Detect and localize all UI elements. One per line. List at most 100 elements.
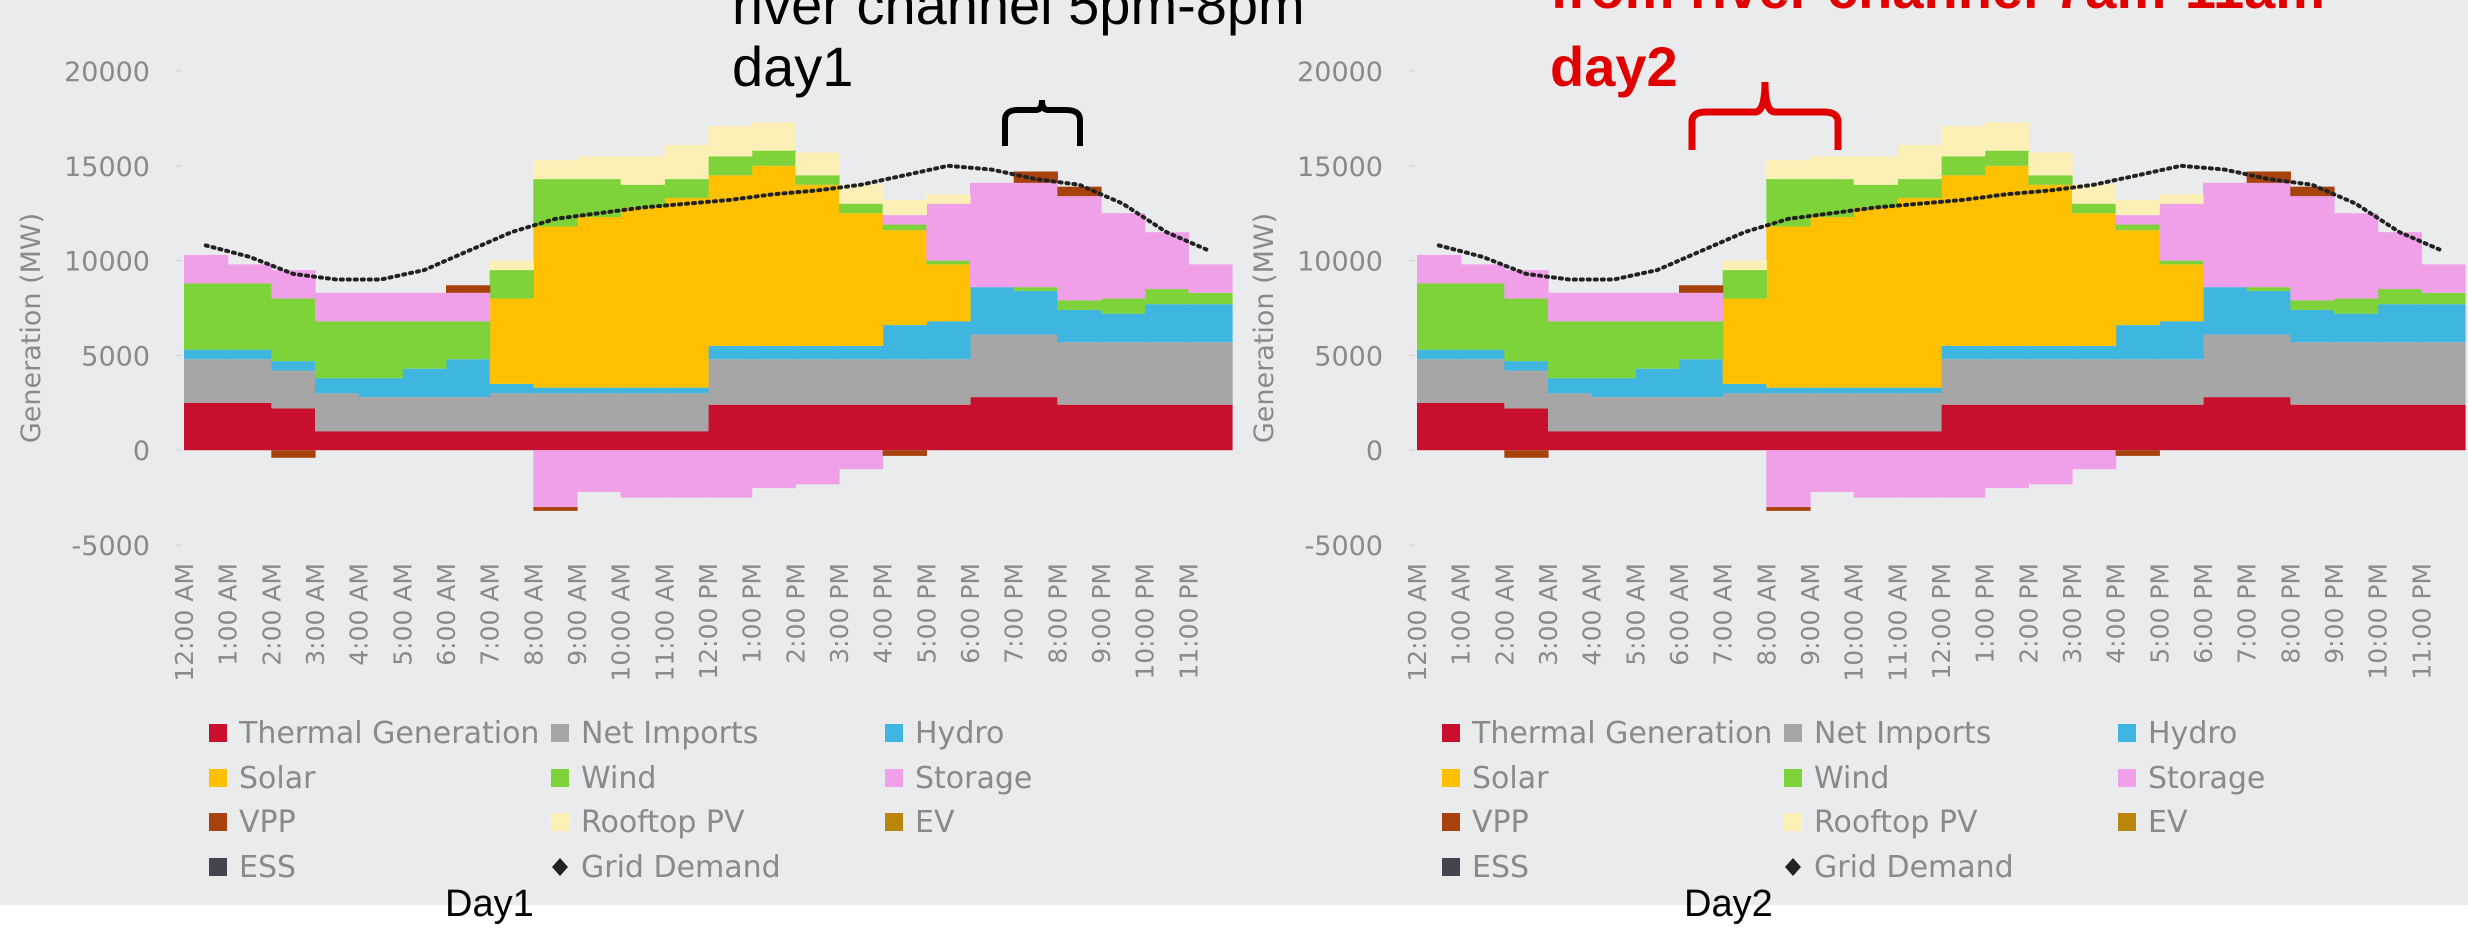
area-step [2203, 287, 2248, 335]
area-step [1013, 397, 1058, 451]
area-step [1984, 122, 2029, 151]
area-step [1941, 345, 1986, 360]
area-step [1722, 393, 1767, 432]
x-tick-label: 10:00 AM [1840, 563, 1869, 682]
area-step [708, 404, 753, 451]
y-tick-label: 20000 [64, 57, 150, 88]
area-step [1679, 292, 1724, 322]
area-step [577, 216, 622, 388]
legend-label: Storage [2148, 761, 2265, 796]
area-step [1853, 387, 1898, 394]
area-step [839, 404, 884, 451]
x-tick-label: 5:00 AM [388, 563, 417, 666]
area-step [882, 224, 927, 231]
x-tick-label: 6:00 PM [2189, 563, 2218, 664]
area-step [577, 179, 622, 217]
x-tick-label: 12:00 AM [170, 563, 199, 682]
area-step [1853, 184, 1898, 208]
area-step [2421, 264, 2466, 293]
area-step [227, 264, 272, 284]
area-step [795, 359, 840, 405]
legend-swatch [1784, 724, 1802, 742]
x-tick-label: 8:00 AM [519, 563, 548, 666]
x-tick-label: 11:00 AM [1883, 563, 1912, 682]
area-step [1722, 431, 1767, 451]
legend-label: Thermal Generation [1471, 716, 1772, 751]
x-tick-label: 12:00 PM [1927, 563, 1956, 680]
area-step [1766, 393, 1811, 432]
area-step [1460, 402, 1505, 451]
legend-swatch [1442, 769, 1460, 787]
area-step [2290, 196, 2335, 301]
x-tick-label: 8:00 PM [2276, 563, 2305, 664]
area-step [1188, 404, 1233, 451]
legend-swatch [552, 858, 568, 876]
area-step [664, 450, 709, 498]
area-step [1810, 431, 1855, 451]
area-step [358, 397, 403, 432]
area-step [1722, 383, 1767, 394]
area-step [1548, 378, 1593, 394]
area-step [795, 404, 840, 451]
area-step [2159, 404, 2204, 451]
area-step [1188, 264, 1233, 293]
legend-label: EV [915, 805, 955, 840]
area-step [708, 359, 753, 405]
area-step [882, 199, 927, 216]
area-step [184, 254, 229, 284]
area-step [358, 378, 403, 398]
x-tick-label: 6:00 AM [432, 563, 461, 666]
area-step [1591, 431, 1636, 451]
x-tick-label: 12:00 PM [694, 563, 723, 680]
area-step [1766, 387, 1811, 394]
area-step [1057, 196, 1102, 301]
area-step [1853, 431, 1898, 451]
area-step [1548, 292, 1593, 322]
area-step [533, 507, 578, 511]
area-step [1504, 408, 1549, 451]
area-step [1897, 450, 1942, 498]
legend-swatch [1785, 858, 1801, 876]
legend-swatch [2118, 769, 2136, 787]
legend-label: Wind [1814, 761, 1889, 796]
area-step [271, 450, 316, 458]
area-step [2072, 184, 2117, 204]
x-tick-label: 3:00 AM [1534, 563, 1563, 666]
area-step [358, 431, 403, 451]
legend-label: VPP [1472, 805, 1529, 840]
legend-label: Net Imports [581, 716, 758, 751]
area-step [533, 387, 578, 394]
area-step [2246, 171, 2291, 183]
annotation: day2 [1550, 35, 1678, 98]
area-step [1635, 292, 1680, 322]
area-step [315, 393, 360, 432]
area-step [227, 402, 272, 451]
x-tick-label: 8:00 PM [1043, 563, 1072, 664]
area-step [489, 298, 534, 384]
area-step [620, 393, 665, 432]
annotation: from river channel 7am-11am [1550, 0, 2325, 20]
annotation: river channel 5pm-8pm [732, 0, 1305, 36]
area-step [1144, 304, 1189, 343]
y-tick-label: 15000 [1297, 152, 1383, 183]
legend-label: Grid Demand [1814, 850, 2014, 885]
legend-label: Rooftop PV [1814, 805, 1978, 840]
area-step [1417, 402, 1462, 451]
area-step [882, 404, 927, 451]
area-step [1897, 144, 1942, 180]
area-step [402, 431, 447, 451]
legend-swatch [551, 813, 569, 831]
area-step [315, 321, 360, 379]
charts: -5000 0 5000 10000 15000 20000 Generation (MW)… [16, 0, 2466, 925]
area-step [2334, 298, 2379, 314]
area-step [2028, 152, 2073, 176]
area-step [1679, 431, 1724, 451]
area-step [2421, 292, 2466, 305]
area-step [1941, 156, 1986, 176]
legend-label: ESS [1472, 850, 1529, 885]
area-step [1460, 349, 1505, 360]
area-step [402, 321, 447, 369]
area-step [1635, 397, 1680, 432]
area-step [533, 450, 578, 508]
area-step [1722, 270, 1767, 299]
